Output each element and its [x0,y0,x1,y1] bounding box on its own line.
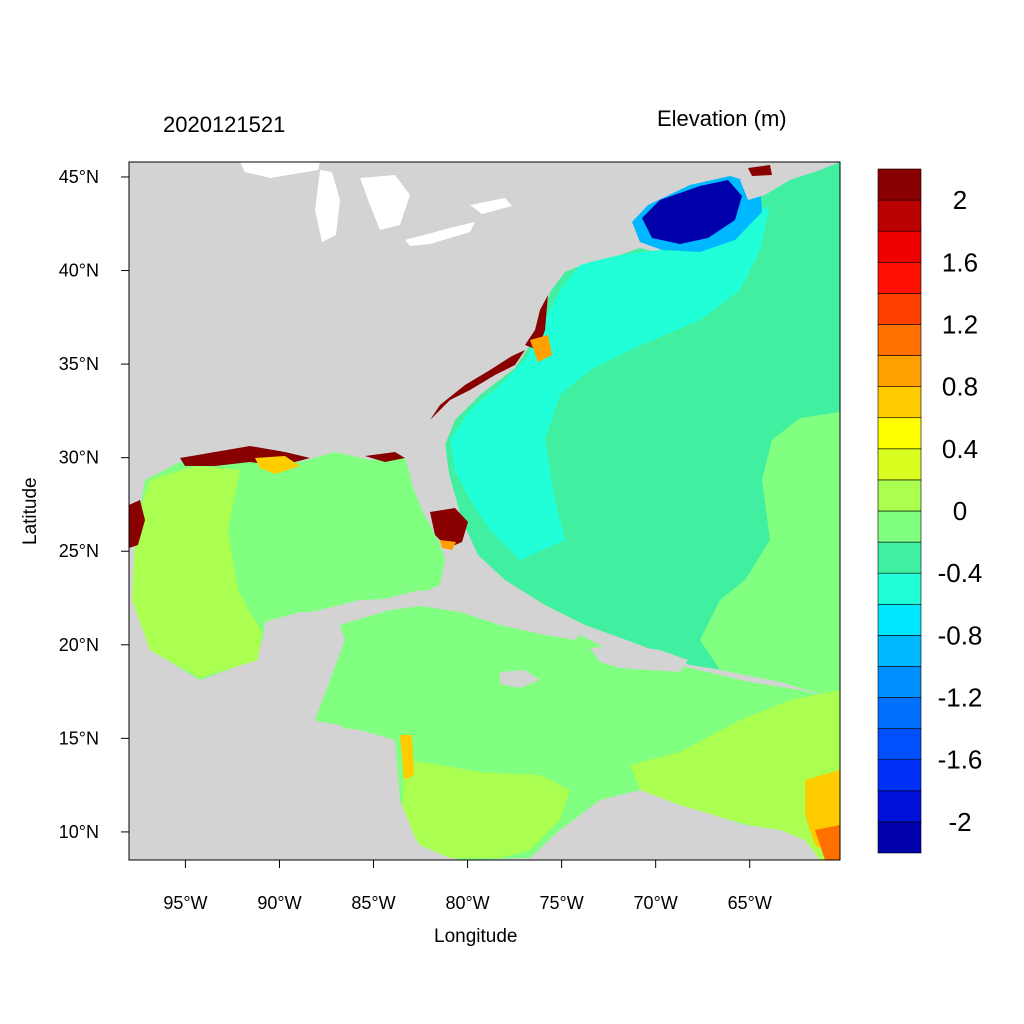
outer-banks-surge [530,335,552,362]
atlantic-east-band [700,412,840,700]
lake-huron [360,175,410,230]
mississippi-delta-surge [255,456,300,474]
colorbar-swatch [877,448,922,481]
colorbar-swatch [877,635,922,667]
colorbar-label: -0.4 [938,558,983,588]
colorbar-label: 0.8 [942,372,978,402]
atlantic-ocean [445,162,840,700]
x-tick-label: 80°W [445,893,489,913]
lake-erie [405,222,475,246]
lake-ontario [470,198,512,214]
x-tick-label: 85°W [351,893,395,913]
south-florida-high-surge [430,508,468,548]
colorbar-swatch [877,386,922,419]
colorbar-swatch [877,697,922,729]
colorbar-label: -0.8 [938,620,983,650]
trinidad-surge [815,825,840,860]
y-tick-label: 30°N [59,448,99,468]
colorbar-swatch [877,417,922,450]
colorbar-swatch [877,666,922,698]
gulf-of-maine-lowest [642,180,742,244]
central-america [129,680,445,860]
colorbar-label: -2 [948,807,971,837]
lake-michigan [315,170,340,242]
florida-keys-surge [440,540,456,550]
cuba-island [380,590,585,640]
colorbar-swatch [877,168,922,201]
caribbean-east-zone [630,690,840,860]
y-tick-label: 45°N [59,167,99,187]
x-tick-label: 70°W [634,893,678,913]
y-tick-label: 10°N [59,822,99,842]
chesapeake-surge [525,295,548,350]
map-plot-area [129,162,840,860]
colorbar-swatch [877,261,922,294]
colorbar-swatch [877,230,922,263]
y-tick-label: 25°N [59,541,99,561]
nicaragua-coast-surge [400,735,414,780]
colorbar-label: 1.6 [942,247,978,277]
colorbar-swatch [877,293,922,325]
colorbar-swatch [877,324,922,356]
x-tick-label: 95°W [163,893,207,913]
map-variable-title: Elevation (m) [657,106,787,131]
y-tick-label: 15°N [59,728,99,748]
south-america [530,795,820,860]
colorbar-swatch [877,603,922,636]
colorbar-label: 0 [953,496,967,526]
y-tick-label: 40°N [59,261,99,281]
jamaica-island [500,670,540,688]
x-tick-label: 65°W [728,893,772,913]
colorbar-swatch [877,821,922,854]
colorbar-swatch [877,479,922,512]
colorbar-swatch [877,510,922,543]
x-tick-label: 90°W [257,893,301,913]
y-axis-ticks: 45°N 40°N 35°N 30°N 25°N 20°N 15°N 10°N [59,167,129,842]
colorbar-label: -1.2 [938,683,983,713]
gulf-west-zone [132,466,262,678]
colorbar-swatch [877,199,922,232]
colorbar-label: 2 [953,185,967,215]
big-bend-surge [365,452,405,462]
colorbar-swatch [877,541,922,574]
colorbar-swatch [877,728,922,761]
colorbar-swatch [877,790,922,823]
y-tick-label: 35°N [59,354,99,374]
y-tick-label: 20°N [59,635,99,655]
colorbar-swatch [877,759,922,792]
colorbar-label: 1.2 [942,309,978,339]
map-frame [128,161,841,861]
hispaniola-island [590,645,688,672]
elevation-colorbar: -2 -1.6 -1.2 -0.8 -0.4 0 0.4 0.8 1.2 1.6 2 [877,168,983,854]
x-axis-label: Longitude [434,926,518,947]
atlantic-shelf [450,205,770,560]
colorbar-label: 0.4 [942,434,978,464]
colorbar-label: -1.6 [938,745,983,775]
lake-superior [240,162,320,178]
x-tick-label: 75°W [540,893,584,913]
new-england-surge [748,165,772,176]
georgia-carolina-coast-surge [430,350,525,420]
map-timestamp-title: 2020121521 [163,112,286,137]
texas-coast-surge [129,500,145,548]
colorbar-swatch [877,572,922,605]
x-axis-ticks: 95°W 90°W 85°W 80°W 75°W 70°W 65°W [163,860,772,913]
caribbean-south-zone [402,760,570,858]
colorbar-swatch [877,355,922,387]
yucatan-peninsula [262,612,345,720]
